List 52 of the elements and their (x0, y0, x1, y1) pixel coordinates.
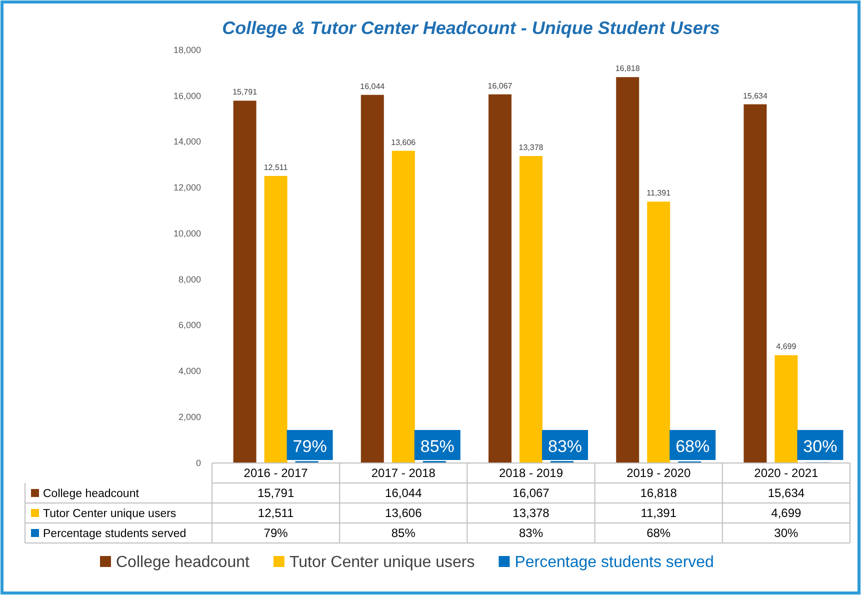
y-tick-label: 12,000 (173, 182, 201, 193)
data-label: 12,511 (258, 506, 294, 520)
x-tick-label: 2016 - 2017 (244, 466, 308, 480)
text: 13,606 (391, 138, 416, 147)
text: 16,067 (488, 81, 512, 90)
y-tick-label: 18,000 (173, 44, 201, 55)
y-tick-label: 16,000 (173, 90, 201, 101)
data-label: 13,378 (512, 506, 550, 520)
text: Percentage students served (43, 528, 186, 540)
text: Tutor Center unique users (43, 508, 176, 520)
y-tick-label: 0 (196, 458, 201, 468)
data-label: 16,818 (640, 486, 678, 500)
text: 12,511 (264, 162, 288, 172)
y-tick-label: 2,000 (178, 412, 201, 422)
text: 83% (548, 437, 582, 456)
data-label: 79% (264, 526, 288, 540)
y-tick-label: 4,000 (178, 366, 201, 376)
text: 13,378 (518, 143, 544, 152)
legend-label: Percentage students served (514, 554, 714, 571)
text: 79% (292, 437, 327, 456)
data-label: 16,044 (385, 486, 422, 500)
text: 68% (676, 437, 710, 456)
data-label: 11,391 (640, 506, 677, 520)
x-tick-label: 2018 - 2019 (498, 466, 564, 480)
x-tick-label: 2017 - 2018 (371, 466, 436, 480)
text: 16,044 (360, 82, 385, 91)
text: College headcount (43, 488, 139, 500)
text: 85% (420, 437, 454, 456)
data-label: 83% (518, 526, 544, 540)
data-label: 15,634 (768, 486, 805, 500)
data-label: 13,606 (385, 506, 422, 520)
text: 15,634 (742, 91, 768, 100)
x-tick-label: 2020 - 2021 (754, 466, 819, 480)
legend-label: College headcount (116, 554, 250, 571)
data-label: 16,067 (512, 486, 550, 500)
text: 15,791 (232, 88, 258, 97)
y-tick-label: 14,000 (173, 136, 201, 147)
text: 30% (803, 437, 838, 456)
y-tick-label: 8,000 (178, 274, 201, 284)
data-label: 15,791 (257, 486, 294, 500)
chart-title: College & Tutor Center Headcount - Unique Student Users (222, 18, 720, 38)
data-label: 4,699 (771, 506, 802, 520)
x-tick-label: 2019 - 2020 (626, 466, 691, 480)
text: 4,699 (776, 342, 796, 352)
y-tick-label: 6,000 (178, 320, 201, 330)
data-label: 68% (646, 526, 671, 540)
legend-label: Tutor Center unique users (289, 554, 475, 571)
y-tick-label: 10,000 (173, 228, 201, 238)
data-label: 30% (774, 526, 799, 540)
text: 11,391 (646, 188, 671, 198)
data-label: 85% (391, 526, 416, 540)
text: 16,818 (615, 64, 640, 74)
